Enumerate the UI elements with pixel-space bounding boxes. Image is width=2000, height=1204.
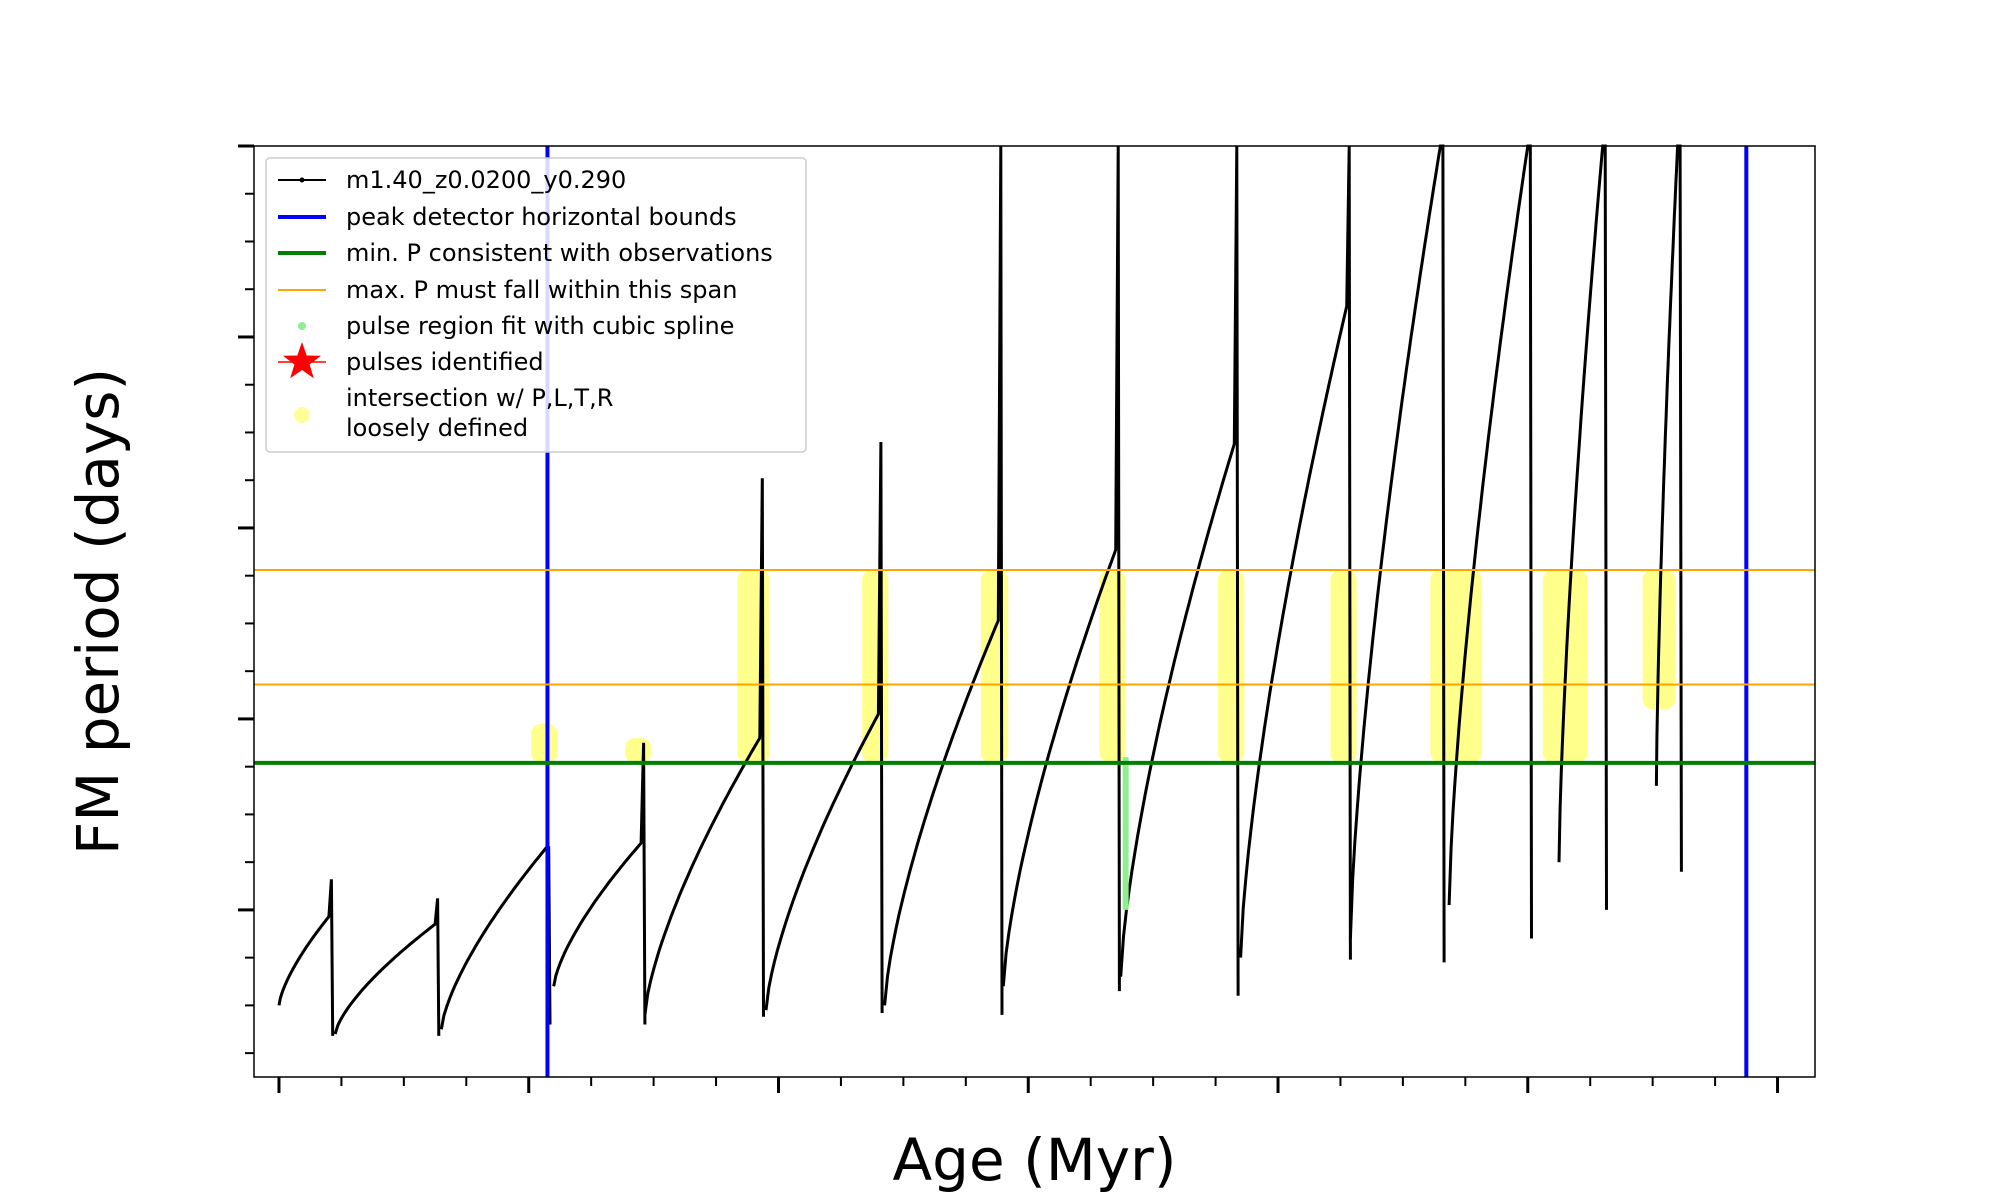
intersection-band-7 <box>1218 569 1245 763</box>
legend-swatch-6 <box>283 342 321 379</box>
legend-label-4: max. P must fall within this span <box>346 276 737 304</box>
legend-marker-1 <box>299 177 305 183</box>
legend-swatch-7 <box>294 407 310 423</box>
y-axis-label: FM period (days) <box>64 368 132 855</box>
series-cycle-2 <box>333 898 441 1036</box>
reference-lines-layer <box>254 146 1815 1077</box>
series-cycle-11 <box>1348 144 1446 963</box>
series-layer <box>277 144 1683 1036</box>
series-cycle-7 <box>883 145 1004 1015</box>
series-cycle-14 <box>1654 144 1683 872</box>
intersection-band-9 <box>1430 569 1482 763</box>
legend-label-7: intersection w/ P,L,T,R loosely defined <box>346 384 613 442</box>
intersection-band-2 <box>624 738 652 763</box>
intersection-band-5 <box>980 569 1009 763</box>
series-cycle-13 <box>1557 144 1608 910</box>
legend-swatch-5 <box>298 322 306 330</box>
intersection-band-6 <box>1099 569 1126 763</box>
legend-box <box>265 157 807 453</box>
series-cycle-10 <box>1239 145 1352 960</box>
intersection-band-8 <box>1330 569 1357 763</box>
legend-label-5: pulse region fit with cubic spline <box>346 312 734 340</box>
series-cycle-9 <box>1119 145 1240 996</box>
legend-label-3: min. P consistent with observations <box>346 239 773 267</box>
series-cycle-4 <box>552 742 647 1025</box>
yellow-intersection-layer <box>531 569 1676 763</box>
legend-label-6: pulses identified <box>346 348 544 376</box>
legend-label-2: peak detector horizontal bounds <box>346 203 737 231</box>
intersection-band-1 <box>531 723 558 763</box>
x-axis-label: Age (Myr) <box>892 1126 1176 1194</box>
axes-layer <box>238 144 1780 1093</box>
series-cycle-1 <box>277 879 335 1036</box>
series-cycle-3 <box>439 846 552 1030</box>
intersection-band-4 <box>862 569 889 763</box>
series-cycle-12 <box>1447 144 1533 939</box>
legend-label-1: m1.40_z0.0200_y0.290 <box>346 166 626 194</box>
plot-frame <box>253 145 1816 1078</box>
series-cycle-6 <box>764 441 884 1014</box>
series-cycle-8 <box>1001 145 1121 992</box>
intersection-band-3 <box>737 569 770 763</box>
